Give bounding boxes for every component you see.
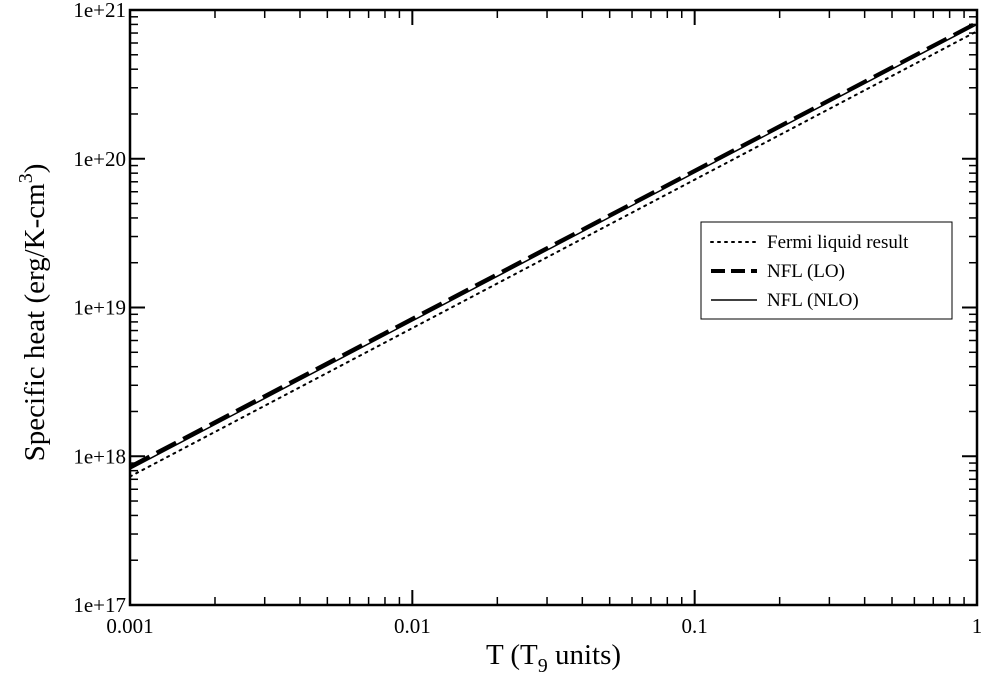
y-tick-label: 1e+17 — [73, 593, 126, 617]
y-axis: 1e+17 1e+18 1e+19 1e+20 1e+21 — [73, 0, 977, 617]
legend: Fermi liquid result NFL (LO) NFL (NLO) — [700, 221, 953, 320]
y-tick-label: 1e+21 — [73, 0, 126, 22]
x-tick-label: 0.1 — [682, 614, 708, 638]
series-line-1 — [129, 30, 978, 478]
y-axis-label-rest: ) — [19, 164, 51, 174]
x-axis-label-subscript: 9 — [538, 655, 548, 677]
series-line-2 — [129, 21, 978, 469]
x-axis: 0.001 0.01 0.1 1 — [106, 10, 982, 638]
y-tick-label: 1e+18 — [73, 444, 126, 468]
legend-label-1: Fermi liquid result — [767, 232, 909, 253]
x-axis-label: T (T9 units) — [486, 639, 621, 677]
y-tick-label: 1e+20 — [73, 147, 126, 171]
y-tick-label: 1e+19 — [73, 296, 126, 320]
legend-label-3: NFL (NLO) — [767, 290, 859, 311]
x-tick-label: 0.001 — [106, 614, 153, 638]
legend-label-2: NFL (LO) — [767, 261, 845, 282]
x-axis-label-rest: units) — [548, 639, 621, 671]
y-axis-label: Specific heat (erg/K-cm3) — [15, 164, 51, 462]
y-axis-label-superscript: 3 — [15, 173, 37, 183]
series-line-3 — [129, 23, 978, 470]
x-tick-label: 0.01 — [394, 614, 431, 638]
plot-area — [129, 21, 978, 478]
x-tick-label: 1 — [972, 614, 983, 638]
